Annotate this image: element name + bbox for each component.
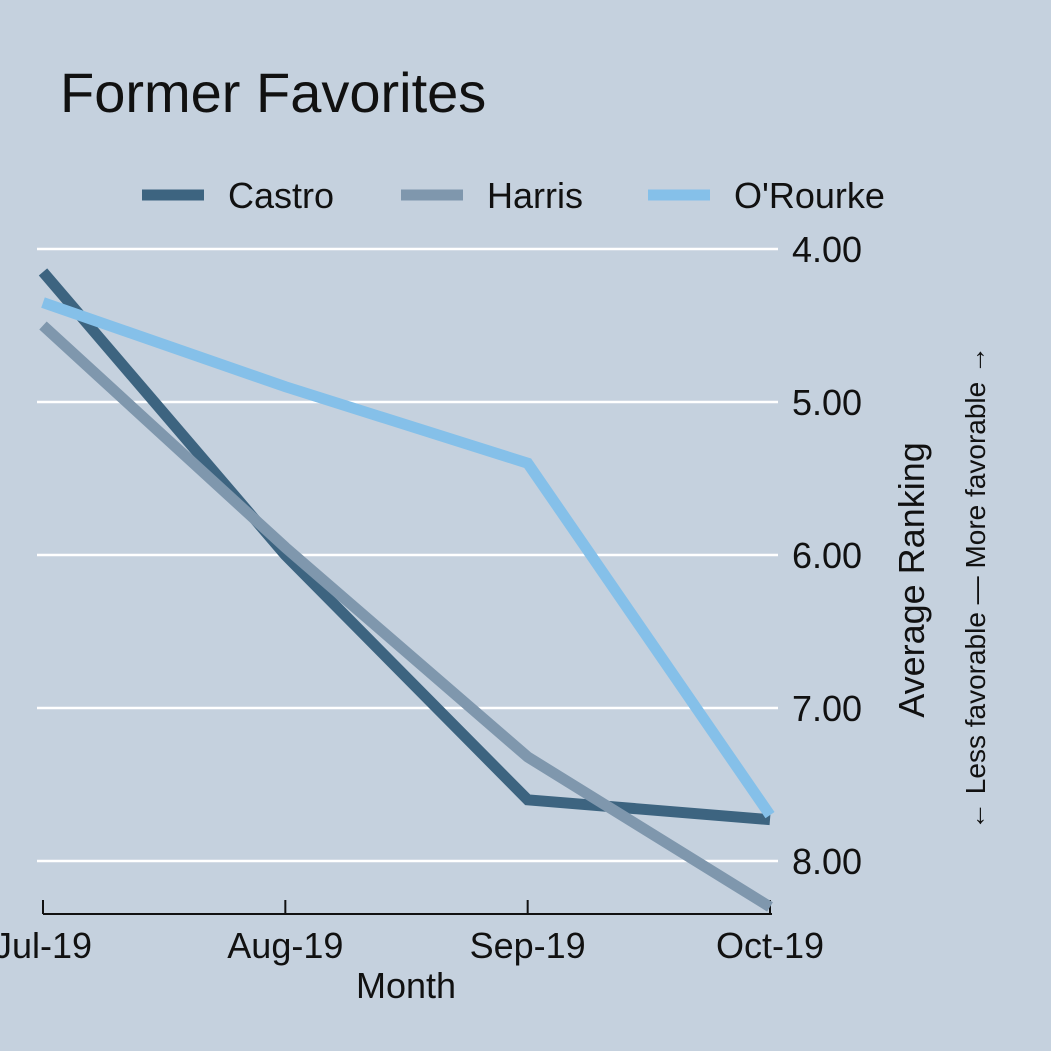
legend: Castro Harris O'Rourke [142,175,885,216]
y-axis-label: Average Ranking [891,442,932,718]
y-tick-label: 7.00 [792,688,862,729]
axes: Jul-19 Aug-19 Sep-19 Oct-19 [0,900,824,966]
legend-label-castro: Castro [228,175,334,216]
x-tick-label: Jul-19 [0,925,92,966]
y-tick-label: 4.00 [792,229,862,270]
series-line-castro [38,268,771,826]
y-tick-label: 5.00 [792,382,862,423]
y-tick-label: 8.00 [792,841,862,882]
x-tick-label: Aug-19 [227,925,343,966]
legend-label-o-rourke: O'Rourke [734,175,885,216]
y-axis-direction-note: ← Less favorable — More favorable → [960,346,991,830]
x-tick-label: Oct-19 [716,925,824,966]
series-line-harris [39,321,773,912]
series-line-o-rourke [41,297,775,819]
x-tick-label: Sep-19 [470,925,586,966]
gridlines: 4.00 5.00 6.00 7.00 8.00 [37,229,862,882]
chart-title: Former Favorites [60,61,486,124]
y-tick-label: 6.00 [792,535,862,576]
series-lines [38,268,775,912]
x-axis-label: Month [356,965,456,1006]
legend-label-harris: Harris [487,175,583,216]
